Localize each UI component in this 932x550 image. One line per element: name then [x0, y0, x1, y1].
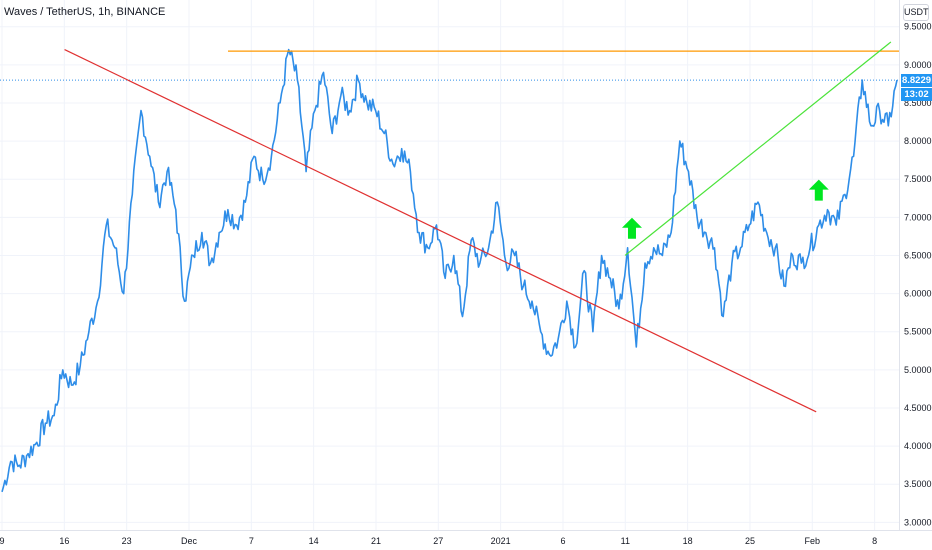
x-tick-label: 23 [122, 536, 132, 546]
x-tick-label: 7 [249, 536, 254, 546]
price-series-line [1, 48, 898, 493]
symbol-title: Waves / TetherUS, 1h, BINANCE [4, 6, 166, 18]
x-tick-label: 11 [621, 536, 630, 546]
y-tick-label: 4.5000 [904, 403, 932, 413]
drawings[interactable] [64, 41, 899, 413]
y-tick-label: 8.0000 [904, 136, 932, 146]
uptrend-line [624, 41, 892, 256]
y-tick-label: 8.5000 [904, 98, 932, 108]
grid [0, 0, 899, 530]
y-tick-label: 3.0000 [904, 517, 932, 527]
y-tick-label: 7.5000 [904, 174, 932, 184]
x-tick-label: 27 [433, 536, 443, 546]
x-tick-label: 6 [560, 536, 565, 546]
up-arrow-icon [808, 179, 829, 201]
up-arrow-icon [621, 217, 642, 239]
x-tick-label: 25 [745, 536, 755, 546]
y-tick-label: 5.0000 [904, 365, 932, 375]
y-tick-label: 4.0000 [904, 441, 932, 451]
x-tick-label: Dec [181, 536, 198, 546]
y-tick-label: 5.5000 [904, 327, 932, 337]
y-tick-label: 6.0000 [904, 289, 932, 299]
y-tick-label: 6.5000 [904, 250, 932, 260]
y-tick-label: 9.5000 [904, 22, 932, 32]
x-tick-label: 16 [59, 536, 69, 546]
y-tick-label: 9.0000 [904, 60, 932, 70]
time-axis[interactable]: 9 16 23 Dec 7 14 21 27 2021 6 11 18 25 Feb 8 [0, 536, 877, 546]
x-tick-label: 9 [0, 536, 5, 546]
x-tick-label: 8 [872, 536, 877, 546]
y-tick-label: 3.5000 [904, 479, 932, 489]
y-tick-label: 7.0000 [904, 212, 932, 222]
bar-countdown-badge: 13:02 [901, 88, 932, 101]
x-tick-label: 2021 [491, 536, 511, 546]
downtrend-line [64, 49, 817, 413]
plot-area [0, 48, 899, 493]
x-tick-label: 21 [371, 536, 381, 546]
x-tick-label: 14 [309, 536, 319, 546]
currency-button[interactable]: USDT [903, 4, 929, 21]
x-tick-label: 18 [683, 536, 693, 546]
last-price-badge: 8.8229 [901, 74, 932, 87]
price-axis[interactable]: 3.0000 3.5000 4.0000 4.5000 5.0000 5.5000 6.00… [904, 22, 932, 528]
x-tick-label: Feb [805, 536, 821, 546]
